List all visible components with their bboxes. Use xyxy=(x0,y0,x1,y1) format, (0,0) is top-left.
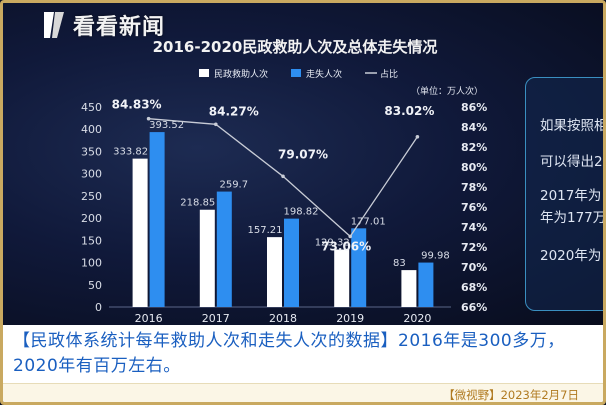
ratio-label: 79.07% xyxy=(278,147,328,161)
legend-swatch xyxy=(291,69,301,77)
bar xyxy=(132,158,148,307)
x-tick-label: 2018 xyxy=(269,312,297,325)
bar-value-label: 99.98 xyxy=(421,251,450,262)
ratio-label: 84.83% xyxy=(112,98,162,112)
bar xyxy=(401,270,417,307)
bar-value-label: 177.01 xyxy=(351,216,386,227)
bar-value-label: 83 xyxy=(393,258,406,269)
x-tick-label: 2016 xyxy=(135,312,163,325)
bar xyxy=(351,228,367,307)
y2-tick-label: 70% xyxy=(461,261,487,274)
bar xyxy=(199,209,215,307)
bar xyxy=(216,191,232,307)
y2-tick-label: 84% xyxy=(461,121,487,134)
bar-value-label: 157.21 xyxy=(248,225,283,236)
x-tick-label: 2019 xyxy=(336,312,364,325)
bar xyxy=(149,132,165,307)
y-tick-label: 300 xyxy=(81,168,102,181)
side-panel-line: 可以得出2 xyxy=(540,154,603,170)
bar-value-label: 333.82 xyxy=(113,147,148,158)
legend-label: 民政救助人次 xyxy=(214,68,268,80)
y2-tick-label: 72% xyxy=(461,241,487,254)
side-panel-line: 2020年为 xyxy=(540,248,602,264)
unit-note: （单位：万人次） xyxy=(411,85,483,97)
source-date: 【微视野】2023年2月7日 xyxy=(443,388,579,402)
y2-tick-label: 80% xyxy=(461,161,487,174)
ratio-label: 84.27% xyxy=(209,104,259,118)
side-panel-line: 年为177万 xyxy=(540,210,606,226)
bar-value-label: 218.85 xyxy=(180,198,215,209)
y2-tick-label: 74% xyxy=(461,221,487,234)
y2-tick-label: 76% xyxy=(461,201,487,214)
bar-value-label: 198.82 xyxy=(284,207,319,218)
ratio-point xyxy=(348,234,353,239)
y-tick-label: 250 xyxy=(81,190,102,203)
y-tick-label: 400 xyxy=(81,123,102,136)
bar xyxy=(267,237,282,307)
bar-value-label: 129.32 xyxy=(315,238,350,249)
y-tick-label: 350 xyxy=(81,145,102,158)
side-panel-line: 2017年为 xyxy=(540,188,602,204)
y-tick-label: 100 xyxy=(81,257,102,270)
bar-value-label: 259.7 xyxy=(219,180,248,191)
news-caption: 【民政体系统计每年救助人次和走失人次的数据】2016年是300多万，2020年有… xyxy=(3,325,603,383)
ratio-label: 73.06% xyxy=(321,239,371,253)
legend-label: 占比 xyxy=(380,68,398,80)
ratio-point xyxy=(281,174,285,179)
ratio-label: 83.02% xyxy=(384,104,434,118)
y-tick-label: 450 xyxy=(81,101,102,114)
y2-tick-label: 86% xyxy=(461,101,487,114)
chart-title: 2016-2020民政救助人次及总体走失情况 xyxy=(153,38,438,56)
ratio-point xyxy=(146,116,151,121)
y-tick-label: 150 xyxy=(81,234,102,247)
logo-text: 看看新闻 xyxy=(73,15,166,40)
y2-tick-label: 82% xyxy=(461,141,487,154)
legend-label: 走失人次 xyxy=(306,68,342,80)
ratio-point xyxy=(214,122,218,127)
logo: 看看新闻 xyxy=(41,9,165,41)
ratio-point xyxy=(415,135,420,139)
side-panel-line: 如果按照相 xyxy=(540,118,606,134)
y-tick-label: 50 xyxy=(88,279,102,292)
y2-tick-label: 78% xyxy=(461,181,487,194)
y2-tick-label: 66% xyxy=(461,301,487,314)
footer-bar: 【微视野】2023年2月7日 xyxy=(3,383,603,402)
presentation-screen: 2016-2020民政救助人次及总体走失情况民政救助人次 走失人次 占比 （单位：万人… xyxy=(3,3,606,325)
y-tick-label: 0 xyxy=(95,301,102,314)
bar xyxy=(334,249,350,307)
caption-text: 【民政体系统计每年救助人次和走失人次的数据】2016年是300多万，2020年有… xyxy=(13,331,565,376)
kankan-logo-icon xyxy=(44,12,64,38)
x-tick-label: 2017 xyxy=(202,312,230,325)
side-text-panel: 如果按照相 可以得出2 2017年为 年为177万 2020年为 xyxy=(525,77,606,311)
legend-swatch xyxy=(199,69,209,77)
x-tick-label: 2020 xyxy=(403,312,431,325)
y-tick-label: 200 xyxy=(81,212,102,225)
bar xyxy=(284,218,299,307)
bar xyxy=(418,262,434,307)
y2-tick-label: 68% xyxy=(461,281,487,294)
bar-value-label: 393.52 xyxy=(149,120,184,131)
